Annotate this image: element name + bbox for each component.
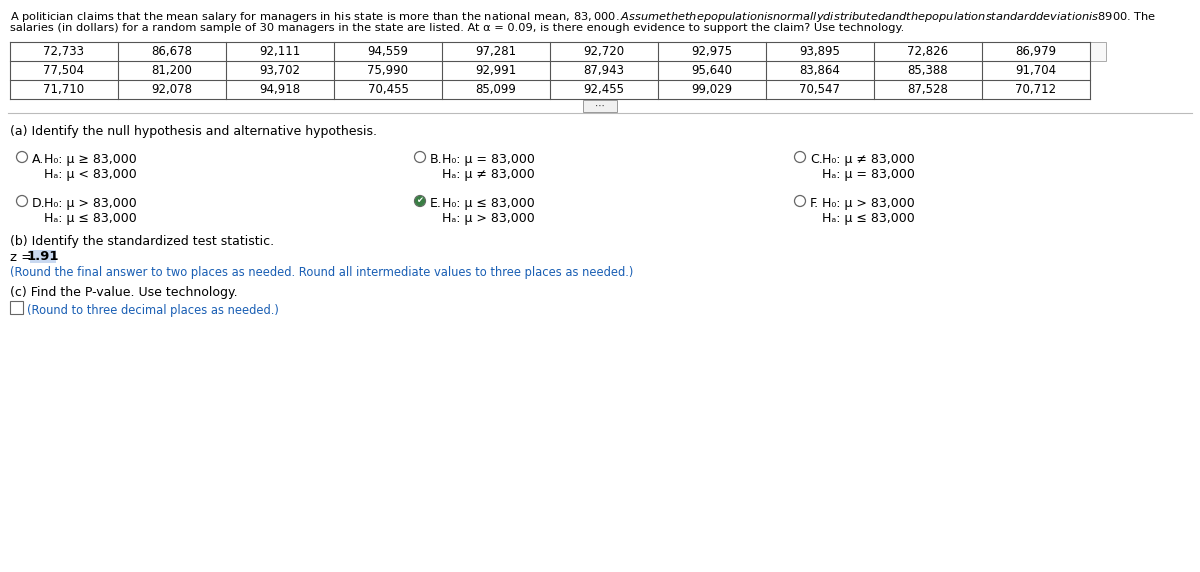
Text: H₀: μ = 83,000: H₀: μ = 83,000	[442, 153, 535, 166]
Text: 86,678: 86,678	[151, 45, 192, 58]
Text: H₀: μ ≥ 83,000: H₀: μ ≥ 83,000	[44, 153, 137, 166]
Text: Hₐ: μ < 83,000: Hₐ: μ < 83,000	[44, 168, 137, 181]
Text: D.: D.	[32, 197, 46, 210]
Circle shape	[415, 197, 425, 205]
Text: Hₐ: μ > 83,000: Hₐ: μ > 83,000	[442, 212, 535, 225]
Text: 92,720: 92,720	[583, 45, 624, 58]
Text: 75,990: 75,990	[367, 64, 408, 77]
Text: 92,991: 92,991	[475, 64, 517, 77]
Text: F.: F.	[810, 197, 820, 210]
Text: 92,455: 92,455	[583, 83, 624, 96]
Text: E.: E.	[430, 197, 442, 210]
Circle shape	[414, 196, 426, 206]
Text: 93,702: 93,702	[259, 64, 300, 77]
Text: 91,704: 91,704	[1015, 64, 1056, 77]
Text: 85,099: 85,099	[475, 83, 516, 96]
Text: C.: C.	[810, 153, 823, 166]
Text: 72,733: 72,733	[43, 45, 84, 58]
Text: 97,281: 97,281	[475, 45, 516, 58]
Text: 94,918: 94,918	[259, 83, 300, 96]
Text: H₀: μ > 83,000: H₀: μ > 83,000	[44, 197, 137, 210]
Text: 72,826: 72,826	[907, 45, 948, 58]
Text: Hₐ: μ = 83,000: Hₐ: μ = 83,000	[822, 168, 914, 181]
Text: Hₐ: μ ≠ 83,000: Hₐ: μ ≠ 83,000	[442, 168, 535, 181]
Bar	[583, 100, 617, 112]
Text: 70,712: 70,712	[1015, 83, 1056, 96]
Text: ✔: ✔	[416, 196, 424, 205]
Text: H₀: μ ≤ 83,000: H₀: μ ≤ 83,000	[442, 197, 535, 210]
Text: (Round the final answer to two places as needed. Round all intermediate values t: (Round the final answer to two places as…	[10, 266, 634, 279]
Text: 92,111: 92,111	[259, 45, 301, 58]
Text: 93,895: 93,895	[799, 45, 840, 58]
Bar	[1090, 42, 1106, 61]
Circle shape	[414, 152, 426, 162]
Text: ⋯: ⋯	[595, 101, 605, 110]
Text: H₀: μ ≠ 83,000: H₀: μ ≠ 83,000	[822, 153, 914, 166]
Text: 1.91: 1.91	[26, 250, 59, 263]
Text: (b) Identify the standardized test statistic.: (b) Identify the standardized test stati…	[10, 235, 274, 248]
Text: 83,864: 83,864	[799, 64, 840, 77]
Text: 81,200: 81,200	[151, 64, 192, 77]
Circle shape	[17, 196, 28, 206]
Text: 85,388: 85,388	[907, 64, 948, 77]
Text: 94,559: 94,559	[367, 45, 408, 58]
Text: 95,640: 95,640	[691, 64, 732, 77]
Circle shape	[17, 152, 28, 162]
Text: (Round to three decimal places as needed.): (Round to three decimal places as needed…	[28, 304, 278, 317]
Text: 99,029: 99,029	[691, 83, 732, 96]
Text: 70,547: 70,547	[799, 83, 840, 96]
Text: z =: z =	[10, 251, 32, 264]
Text: A politician claims that the mean salary for managers in his state is more than : A politician claims that the mean salary…	[10, 10, 1157, 24]
Text: 92,078: 92,078	[151, 83, 192, 96]
Text: 71,710: 71,710	[43, 83, 84, 96]
Text: 70,455: 70,455	[367, 83, 408, 96]
Text: 92,975: 92,975	[691, 45, 732, 58]
Text: A.: A.	[32, 153, 44, 166]
Bar	[30, 250, 56, 263]
Text: 77,504: 77,504	[43, 64, 84, 77]
Text: Hₐ: μ ≤ 83,000: Hₐ: μ ≤ 83,000	[44, 212, 137, 225]
Text: Hₐ: μ ≤ 83,000: Hₐ: μ ≤ 83,000	[822, 212, 914, 225]
Text: 86,979: 86,979	[1015, 45, 1056, 58]
Bar	[10, 301, 23, 314]
Text: 87,528: 87,528	[907, 83, 948, 96]
Text: (c) Find the P-value. Use technology.: (c) Find the P-value. Use technology.	[10, 286, 238, 299]
Text: salaries (in dollars) for a random sample of 30 managers in the state are listed: salaries (in dollars) for a random sampl…	[10, 23, 905, 33]
Circle shape	[794, 196, 805, 206]
Text: (a) Identify the null hypothesis and alternative hypothesis.: (a) Identify the null hypothesis and alt…	[10, 125, 377, 138]
Text: B.: B.	[430, 153, 443, 166]
Circle shape	[794, 152, 805, 162]
Text: 87,943: 87,943	[583, 64, 624, 77]
Text: H₀: μ > 83,000: H₀: μ > 83,000	[822, 197, 914, 210]
